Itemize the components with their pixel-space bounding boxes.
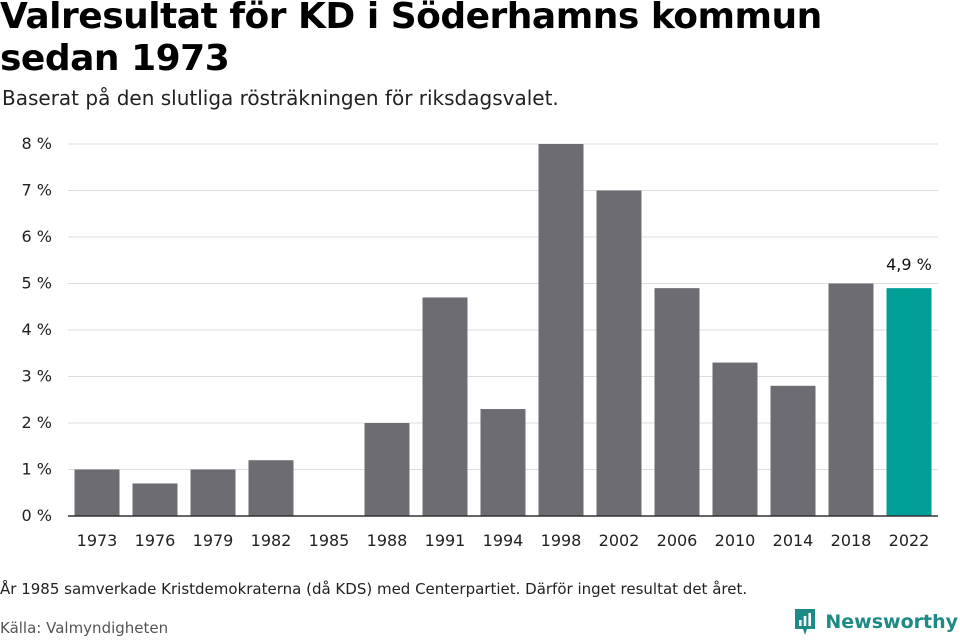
x-tick-label: 1976 bbox=[135, 531, 176, 550]
x-tick-label: 1988 bbox=[367, 531, 408, 550]
y-tick-label: 2 % bbox=[22, 413, 52, 432]
newsworthy-logo-icon bbox=[795, 609, 816, 635]
brand-name: Newsworthy bbox=[825, 611, 958, 633]
y-tick-label: 7 % bbox=[22, 181, 52, 200]
source-credit: Källa: Valmyndigheten bbox=[0, 619, 169, 637]
x-tick-label: 1994 bbox=[483, 531, 524, 550]
chart-subtitle: Baserat på den slutliga rösträkningen fö… bbox=[2, 86, 559, 110]
y-tick-label: 8 % bbox=[22, 134, 52, 153]
y-tick-label: 6 % bbox=[22, 227, 52, 246]
bar bbox=[422, 297, 468, 516]
x-tick-label: 2014 bbox=[773, 531, 814, 550]
x-tick-label: 2022 bbox=[889, 531, 930, 550]
y-tick-label: 5 % bbox=[22, 274, 52, 293]
bar bbox=[364, 423, 410, 516]
brand-logo: Newsworthy bbox=[793, 607, 958, 637]
x-tick-label: 1998 bbox=[541, 531, 582, 550]
x-tick-label: 1973 bbox=[77, 531, 118, 550]
x-tick-label: 2018 bbox=[831, 531, 872, 550]
x-tick-label: 2006 bbox=[657, 531, 698, 550]
y-tick-label: 1 % bbox=[22, 460, 52, 479]
x-tick-label: 1991 bbox=[425, 531, 466, 550]
bar bbox=[480, 409, 526, 516]
x-tick-label: 2010 bbox=[715, 531, 756, 550]
footnote: År 1985 samverkade Kristdemokraterna (då… bbox=[0, 580, 748, 598]
bar bbox=[596, 190, 642, 516]
bar bbox=[828, 283, 874, 516]
y-tick-label: 3 % bbox=[22, 367, 52, 386]
bar bbox=[712, 362, 758, 516]
bar bbox=[886, 288, 932, 516]
x-tick-label: 1982 bbox=[251, 531, 292, 550]
x-tick-label: 1979 bbox=[193, 531, 234, 550]
bar bbox=[770, 385, 816, 516]
data-label: 4,9 % bbox=[886, 255, 932, 274]
y-tick-label: 0 % bbox=[22, 506, 52, 525]
x-tick-label: 1985 bbox=[309, 531, 350, 550]
bar bbox=[538, 144, 584, 516]
bar bbox=[132, 483, 178, 516]
bar bbox=[190, 469, 236, 516]
y-tick-label: 4 % bbox=[22, 320, 52, 339]
chart-title: Valresultat för KD i Söderhamns kommun s… bbox=[0, 0, 822, 79]
bar bbox=[74, 469, 120, 516]
x-tick-label: 2002 bbox=[599, 531, 640, 550]
bar-chart: 0 % 1 % 2 % 3 % 4 % 5 % 6 % 7 % 8 % 1973 1976 1979 1… bbox=[22, 134, 938, 550]
bar bbox=[248, 460, 294, 516]
bar bbox=[654, 288, 700, 516]
